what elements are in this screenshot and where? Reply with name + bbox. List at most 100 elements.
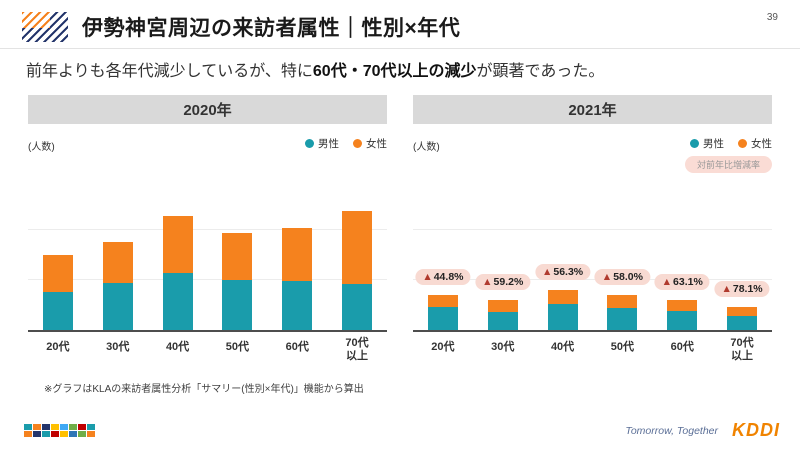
bar-stack	[547, 290, 578, 330]
bar-column	[148, 180, 208, 330]
bar-segment-female	[42, 255, 73, 292]
x-label: 70代以上	[345, 337, 369, 362]
kddi-logo: KDDI	[732, 420, 780, 440]
bar-stack	[487, 300, 518, 330]
decrease-marker-icon: ▲	[482, 276, 493, 288]
panel-2021: 2021年 (人数) 男性 女性 対前年比増減率	[413, 95, 772, 364]
gridline	[413, 279, 772, 280]
female-dot-icon	[353, 139, 362, 148]
bar-segment-male	[607, 308, 638, 330]
subtitle-emphasis: 60代・70代以上の減少	[312, 63, 477, 80]
bar-segment-male	[727, 316, 758, 330]
bar-segment-female	[547, 290, 578, 304]
bar-stack	[282, 228, 313, 330]
bar-column	[327, 180, 387, 330]
rate-legend-badge: 対前年比増減率	[684, 156, 772, 173]
bar-stack	[222, 233, 253, 330]
legend-male-label: 男性	[703, 138, 724, 150]
delta-value: 63.1%	[673, 276, 703, 288]
bar-column: ▲59.2%	[473, 180, 533, 330]
subtitle-post: が顕著であった。	[476, 63, 605, 80]
legend-female-label: 女性	[751, 138, 772, 150]
bar-column: ▲58.0%	[592, 180, 652, 330]
bar-stack	[342, 211, 373, 330]
panel-2020: 2020年 (人数) 男性 女性	[28, 95, 387, 364]
bar-segment-male	[162, 273, 193, 330]
legend-male: 男性	[690, 136, 724, 151]
y-axis-unit-label: (人数)	[28, 142, 55, 153]
delta-badge: ▲44.8%	[415, 269, 471, 285]
brand-tagline: Tomorrow, Together	[625, 424, 718, 437]
panel-2021-meta: (人数) 男性 女性 対前年比増減率	[413, 136, 772, 180]
x-label: 60代	[670, 341, 694, 353]
x-label: 30代	[491, 341, 515, 353]
x-label: 20代	[431, 341, 455, 353]
delta-badge: ▲58.0%	[594, 269, 650, 285]
legend-female-label: 女性	[366, 138, 387, 150]
bar-stack	[162, 216, 193, 330]
bar-stack	[667, 300, 698, 330]
x-axis-labels-2021: 20代 30代 40代 50代 60代 70代以上	[413, 337, 772, 364]
bar-column	[28, 180, 88, 330]
bar-segment-male	[547, 304, 578, 330]
bar-segment-male	[342, 284, 373, 330]
bar-column	[88, 180, 148, 330]
x-label: 60代	[285, 341, 309, 353]
gridline	[28, 279, 387, 280]
legend-female: 女性	[353, 136, 387, 151]
delta-badge: ▲63.1%	[654, 274, 710, 290]
bar-segment-female	[667, 300, 698, 311]
x-label: 50代	[225, 341, 250, 353]
delta-value: 78.1%	[732, 283, 763, 295]
bar-segment-female	[222, 233, 253, 280]
page-title: 伊勢神宮周辺の来訪者属性｜性別×年代	[82, 17, 461, 40]
legend-female: 女性	[738, 136, 772, 151]
bar-segment-female	[427, 295, 458, 307]
female-dot-icon	[738, 139, 747, 148]
bar-segment-male	[667, 311, 698, 330]
decrease-marker-icon: ▲	[661, 276, 673, 288]
bar-stack	[727, 307, 758, 330]
bar-segment-female	[282, 228, 313, 281]
bar-segment-male	[102, 283, 133, 330]
delta-value: 59.2%	[493, 276, 524, 288]
panel-2021-header: 2021年	[413, 95, 772, 124]
panel-2020-header: 2020年	[28, 95, 387, 124]
decrease-marker-icon: ▲	[541, 266, 553, 278]
bar-segment-male	[282, 281, 313, 330]
bar-segment-female	[102, 242, 133, 283]
header-stripes-icon	[22, 12, 68, 42]
footer: Tomorrow, Together KDDI	[24, 420, 780, 441]
header: 伊勢神宮周辺の来訪者属性｜性別×年代 39	[0, 0, 800, 49]
delta-badge: ▲78.1%	[714, 281, 770, 297]
gridline	[28, 229, 387, 230]
x-axis-labels-2020: 20代 30代 40代 50代 60代 70代以上	[28, 337, 387, 364]
y-axis-unit-label: (人数)	[413, 142, 440, 153]
bar-segment-male	[427, 307, 458, 330]
chart-2021: ▲44.8% ▲59.2% ▲56.3% ▲58.0% ▲63.1% ▲78.1%	[413, 180, 772, 332]
decrease-marker-icon: ▲	[721, 283, 732, 295]
page-number: 39	[766, 12, 778, 23]
subtitle-pre: 前年よりも各年代減少しているが、特に	[26, 63, 313, 80]
bar-segment-female	[607, 295, 638, 308]
male-dot-icon	[690, 139, 699, 148]
delta-value: 56.3%	[553, 266, 584, 278]
chart-2020	[28, 180, 387, 332]
x-label: 20代	[46, 341, 70, 353]
x-label: 70代以上	[730, 337, 754, 362]
x-label: 40代	[550, 341, 575, 353]
chart-panels: 2020年 (人数) 男性 女性	[0, 83, 800, 364]
bar-segment-male	[42, 292, 73, 330]
x-label: 50代	[610, 341, 635, 353]
delta-value: 44.8%	[433, 271, 464, 283]
bar-stack	[607, 295, 638, 330]
legend-male: 男性	[305, 136, 339, 151]
x-label: 30代	[106, 341, 130, 353]
subtitle: 前年よりも各年代減少しているが、特に60代・70代以上の減少が顕著であった。	[0, 49, 800, 83]
bar-segment-male	[222, 280, 253, 330]
panel-2020-meta: (人数) 男性 女性	[28, 136, 387, 180]
footer-mosaic-logo-icon	[24, 424, 95, 437]
bar-segment-female	[162, 216, 193, 273]
bar-stack	[102, 242, 133, 330]
